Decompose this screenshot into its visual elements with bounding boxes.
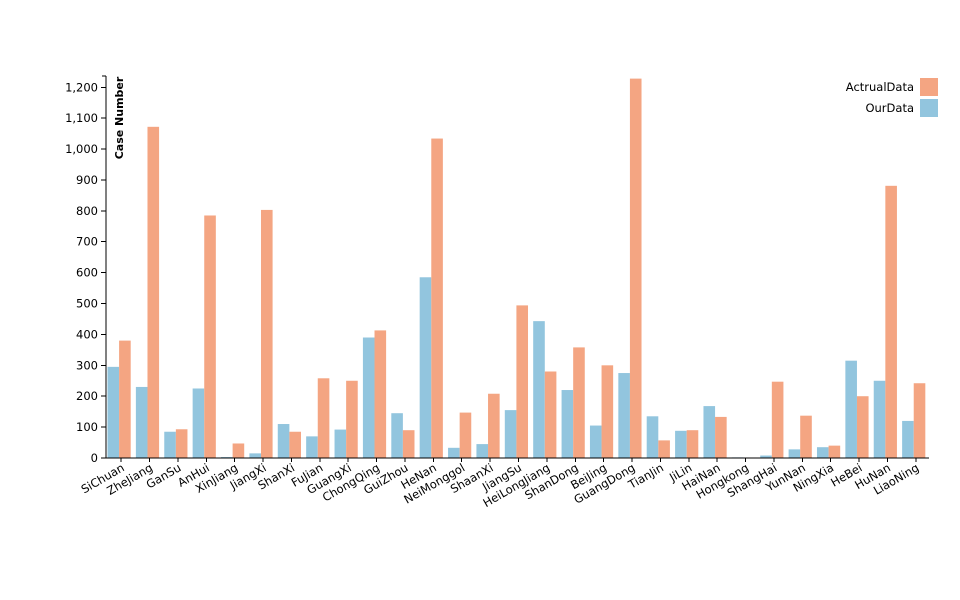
y-tick-label: 700 — [76, 235, 98, 249]
y-tick-label: 600 — [76, 266, 98, 280]
y-tick-label: 1,100 — [65, 111, 98, 125]
bar-ourdata — [391, 413, 403, 458]
bar-ourdata — [249, 453, 261, 458]
y-tick-label: 200 — [76, 389, 98, 403]
bar-ourdata — [873, 380, 886, 458]
bar-ourdata — [902, 420, 914, 458]
bar-ourdata — [561, 390, 574, 458]
bar-actrualdata — [431, 138, 443, 458]
legend-swatch — [920, 78, 938, 96]
bar-ourdata — [277, 424, 290, 458]
bar-actrualdata — [204, 215, 216, 458]
bar-actrualdata — [317, 378, 330, 458]
y-tick-label: 800 — [76, 204, 98, 218]
bar-actrualdata — [260, 209, 273, 458]
bar-actrualdata — [885, 185, 897, 458]
bar-actrualdata — [346, 380, 358, 458]
legend-swatch — [920, 99, 938, 117]
bar-actrualdata — [629, 78, 642, 458]
legend-label: ActrualData — [846, 80, 914, 94]
bar-actrualdata — [459, 412, 472, 458]
bar-actrualdata — [715, 416, 727, 458]
bar-ourdata — [703, 406, 716, 458]
bar-actrualdata — [800, 415, 812, 458]
bar-ourdata — [362, 337, 375, 458]
y-tick-label: 500 — [76, 297, 98, 311]
bar-ourdata — [164, 431, 176, 458]
y-tick-label: 0 — [91, 451, 98, 465]
bar-actrualdata — [771, 381, 784, 458]
bar-ourdata — [306, 436, 318, 458]
bar-actrualdata — [289, 431, 301, 458]
bar-actrualdata — [573, 347, 585, 458]
bar-ourdata — [675, 430, 687, 458]
bar-actrualdata — [601, 365, 614, 458]
y-tick-label: 1,200 — [65, 80, 98, 94]
bar-ourdata — [533, 321, 545, 458]
y-tick-label: 1,000 — [65, 142, 98, 156]
bar-actrualdata — [147, 126, 160, 458]
bar-ourdata — [618, 373, 630, 458]
bar-actrualdata — [402, 430, 415, 458]
bar-ourdata — [135, 386, 148, 458]
bar-actrualdata — [175, 429, 188, 458]
y-tick-label: 900 — [76, 173, 98, 187]
bar-ourdata — [504, 410, 517, 458]
bar-ourdata — [448, 447, 460, 458]
bar-ourdata — [845, 360, 857, 458]
bar-actrualdata — [544, 371, 557, 458]
legend: ActrualData OurData — [846, 78, 938, 117]
bar-actrualdata — [488, 393, 500, 458]
y-axis-label: Case Number — [113, 76, 126, 159]
bar-ourdata — [589, 425, 602, 458]
bar-actrualdata — [913, 383, 926, 458]
bar-actrualdata — [828, 445, 841, 458]
legend-label: OurData — [865, 101, 914, 115]
y-axis: 0 100 200 300 400 500 600 700 800 900 1,000 1,100 1,… — [65, 75, 107, 465]
bar-ourdata — [192, 388, 205, 458]
bar-ourdata — [334, 429, 347, 458]
bar-actrualdata — [686, 430, 699, 458]
bar-ourdata — [476, 444, 489, 458]
bar-ourdata — [816, 447, 829, 458]
bar-ourdata — [646, 416, 659, 458]
bar-actrualdata — [374, 330, 387, 458]
bar-actrualdata — [856, 396, 869, 458]
bar-actrualdata — [658, 440, 670, 458]
y-tick-label: 300 — [76, 358, 98, 372]
bar-ourdata — [419, 277, 432, 458]
bar-actrualdata — [232, 443, 245, 458]
bar-actrualdata — [516, 305, 529, 458]
y-tick-label: 100 — [76, 420, 98, 434]
x-axis: SiChuanZheJiangGanSuAnHuiXinJiangJiangXi… — [79, 458, 921, 510]
bar-ourdata — [760, 455, 772, 458]
bar-ourdata — [107, 366, 120, 458]
bars — [107, 78, 926, 458]
y-tick-label: 400 — [76, 327, 98, 341]
bar-ourdata — [788, 449, 801, 458]
bar-actrualdata — [119, 340, 131, 458]
